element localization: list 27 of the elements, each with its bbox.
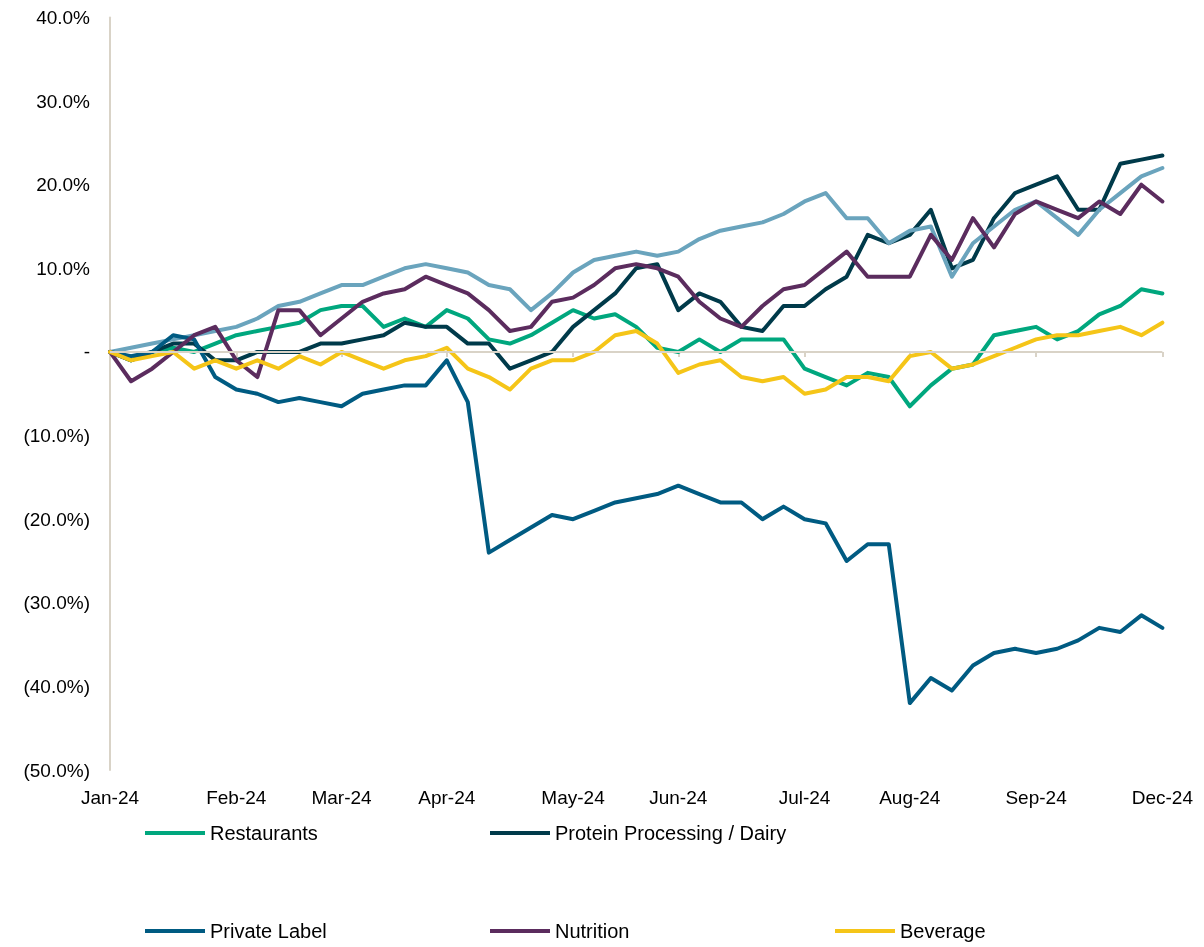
legend-label: Restaurants [210, 822, 318, 844]
x-tick-label: Dec-24 [1131, 787, 1194, 808]
y-tick-label: (40.0%) [23, 675, 90, 697]
x-tick-label: Feb-24 [206, 787, 267, 808]
x-tick-label: Jan-24 [80, 787, 140, 808]
line-series [108, 320, 1165, 396]
y-tick-label: 30.0% [36, 90, 91, 112]
line-series [108, 182, 1165, 384]
y-tick-label: - [83, 341, 90, 363]
legend-label: Nutrition [555, 920, 630, 942]
x-tick-label: Jul-24 [778, 787, 831, 808]
x-tick-label: Apr-24 [418, 787, 476, 808]
legend-label: Beverage [900, 920, 986, 942]
x-tick-label: Mar-24 [311, 787, 373, 808]
y-tick-label: (50.0%) [23, 759, 90, 781]
legend-label: Protein Processing / Dairy [555, 822, 787, 844]
y-tick-label: 40.0% [36, 7, 91, 28]
y-tick-label: 10.0% [36, 257, 91, 279]
x-tick-label: Sep-24 [1005, 787, 1068, 808]
y-tick-label: (30.0%) [23, 592, 90, 614]
x-tick-label: May-24 [541, 787, 606, 808]
y-tick-label: 20.0% [36, 174, 91, 196]
y-tick-label: (10.0%) [23, 425, 90, 447]
y-tick-label: (20.0%) [23, 508, 90, 530]
legend-label: Private Label [210, 920, 327, 942]
x-tick-label: Jun-24 [649, 787, 708, 808]
x-tick-label: Aug-24 [879, 787, 941, 808]
